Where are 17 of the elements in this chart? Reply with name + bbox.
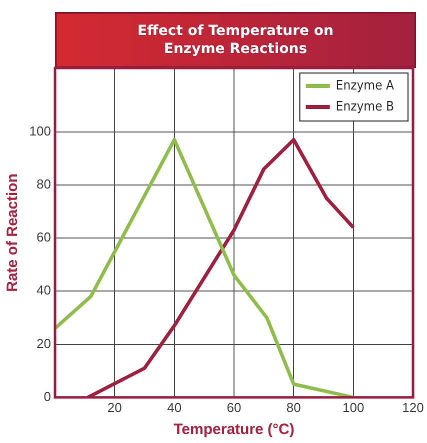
y-tick-label: 80 [36,176,51,192]
legend-label: Enzyme A [336,78,394,94]
x-tick-label: 20 [107,400,122,415]
x-tick-label: 40 [167,400,182,415]
y-tick-label: 100 [29,123,51,138]
x-tick-label: 60 [226,400,242,415]
chart-title: Effect of Temperature on Enzyme Reactions [55,12,416,68]
x-tick-label: 80 [286,400,301,415]
y-tick-label: 20 [36,336,51,351]
y-tick-label: 40 [36,282,51,298]
y-tick-label: 0 [44,388,51,404]
x-tick-label: 100 [342,400,364,415]
x-axis-title: Temperature (°C) [174,421,294,438]
x-tick-label: 120 [402,400,424,415]
legend-label: Enzyme B [336,99,394,114]
y-tick-label: 60 [36,230,51,245]
y-axis-title: Rate of Reaction [4,174,22,292]
